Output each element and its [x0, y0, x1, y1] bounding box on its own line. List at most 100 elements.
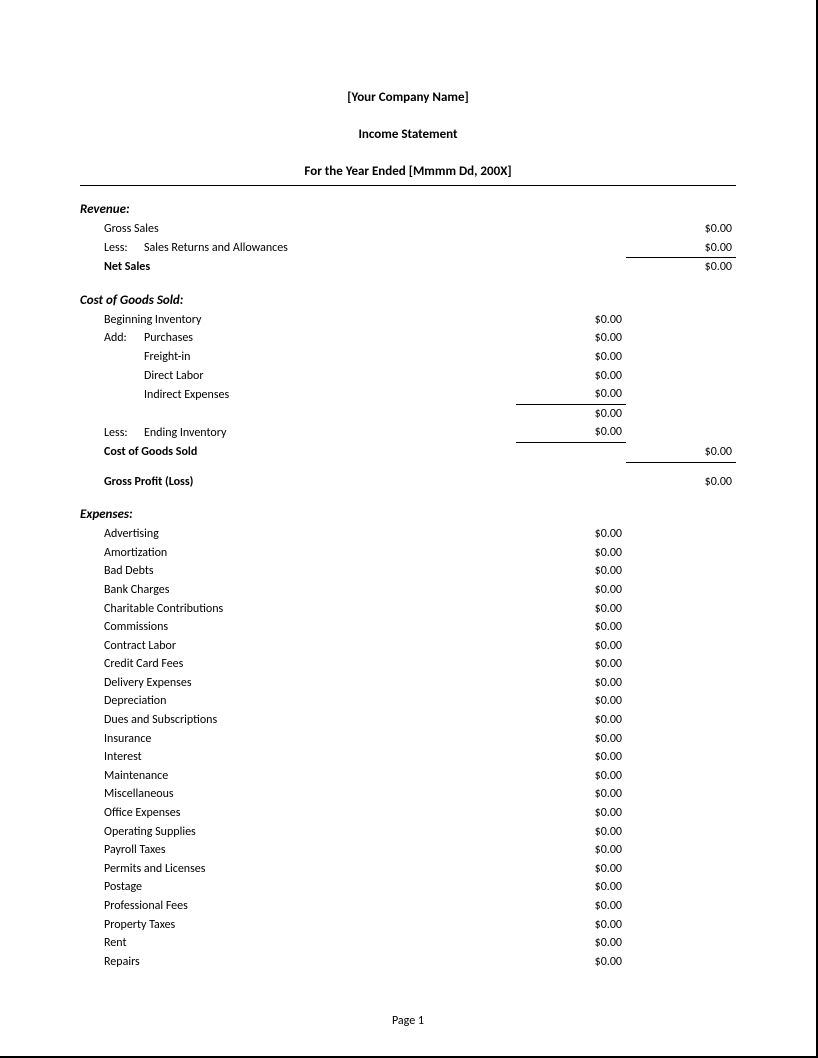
- expense-value: $0.00: [516, 600, 626, 619]
- gross-profit-value: $0.00: [626, 473, 736, 492]
- returns-value: $0.00: [626, 239, 736, 259]
- net-sales-value: $0.00: [626, 258, 736, 277]
- gross-sales-value: $0.00: [626, 220, 736, 239]
- row-gross-profit: Gross Profit (Loss) $0.00: [80, 473, 736, 492]
- gross-sales-label: Gross Sales: [104, 220, 516, 239]
- expense-row: Advertising$0.00: [80, 525, 736, 544]
- net-sales-label: Net Sales: [104, 258, 516, 277]
- expense-label: Professional Fees: [104, 897, 516, 916]
- section-title-cogs: Cost of Goods Sold:: [80, 293, 736, 308]
- expense-row: Depreciation$0.00: [80, 692, 736, 711]
- expense-label: Amortization: [104, 544, 516, 563]
- expense-row: Property Taxes$0.00: [80, 916, 736, 935]
- ending-inv-label: Ending Inventory: [144, 424, 516, 443]
- purchases-label: Purchases: [144, 329, 516, 348]
- page-footer: Page 1: [0, 1014, 816, 1028]
- row-net-sales: Net Sales $0.00: [80, 258, 736, 277]
- expense-row: Credit Card Fees$0.00: [80, 655, 736, 674]
- expense-row: Operating Supplies$0.00: [80, 823, 736, 842]
- expense-row: Commissions$0.00: [80, 618, 736, 637]
- expense-row: Repairs$0.00: [80, 953, 736, 972]
- direct-labor-label: Direct Labor: [144, 367, 516, 386]
- expense-value: $0.00: [516, 897, 626, 916]
- indirect-label: Indirect Expenses: [144, 386, 516, 405]
- expense-label: Interest: [104, 748, 516, 767]
- ending-inv-value: $0.00: [516, 423, 626, 443]
- expense-value: $0.00: [516, 916, 626, 935]
- gross-profit-label: Gross Profit (Loss): [104, 473, 516, 492]
- indirect-value: $0.00: [516, 385, 626, 405]
- expense-label: Depreciation: [104, 692, 516, 711]
- expense-value: $0.00: [516, 823, 626, 842]
- expense-value: $0.00: [516, 562, 626, 581]
- header: [Your Company Name] Income Statement For…: [80, 90, 736, 179]
- expense-row: Charitable Contributions$0.00: [80, 600, 736, 619]
- expense-value: $0.00: [516, 878, 626, 897]
- row-cost-of-goods-sold: Cost of Goods Sold $0.00: [80, 443, 736, 463]
- expense-label: Repairs: [104, 953, 516, 972]
- expense-label: Operating Supplies: [104, 823, 516, 842]
- less-prefix: Less:: [104, 239, 144, 258]
- expense-value: $0.00: [516, 804, 626, 823]
- freight-label: Freight-in: [144, 348, 516, 367]
- expense-label: Rent: [104, 934, 516, 953]
- expense-label: Contract Labor: [104, 637, 516, 656]
- expenses-list: Advertising$0.00Amortization$0.00Bad Deb…: [80, 525, 736, 971]
- expense-label: Commissions: [104, 618, 516, 637]
- company-name: [Your Company Name]: [80, 90, 736, 105]
- expense-row: Interest$0.00: [80, 748, 736, 767]
- expense-row: Permits and Licenses$0.00: [80, 860, 736, 879]
- document-title: Income Statement: [80, 127, 736, 142]
- expense-value: $0.00: [516, 674, 626, 693]
- expense-value: $0.00: [516, 692, 626, 711]
- expense-label: Delivery Expenses: [104, 674, 516, 693]
- expense-value: $0.00: [516, 841, 626, 860]
- expense-value: $0.00: [516, 544, 626, 563]
- expense-label: Bad Debts: [104, 562, 516, 581]
- expense-label: Miscellaneous: [104, 785, 516, 804]
- expense-value: $0.00: [516, 637, 626, 656]
- expense-label: Payroll Taxes: [104, 841, 516, 860]
- expense-row: Amortization$0.00: [80, 544, 736, 563]
- freight-value: $0.00: [516, 348, 626, 367]
- cogs-value: $0.00: [626, 443, 736, 463]
- expense-row: Bad Debts$0.00: [80, 562, 736, 581]
- expense-label: Charitable Contributions: [104, 600, 516, 619]
- expense-value: $0.00: [516, 525, 626, 544]
- expense-row: Delivery Expenses$0.00: [80, 674, 736, 693]
- returns-label: Sales Returns and Allowances: [144, 239, 516, 258]
- expense-label: Bank Charges: [104, 581, 516, 600]
- expense-value: $0.00: [516, 581, 626, 600]
- subtotal-value: $0.00: [516, 405, 626, 424]
- expense-row: Insurance$0.00: [80, 730, 736, 749]
- expense-value: $0.00: [516, 711, 626, 730]
- row-freight: Freight-in $0.00: [80, 348, 736, 367]
- expense-value: $0.00: [516, 785, 626, 804]
- expense-value: $0.00: [516, 730, 626, 749]
- row-sales-returns: Less: Sales Returns and Allowances $0.00: [80, 239, 736, 259]
- expense-label: Permits and Licenses: [104, 860, 516, 879]
- spacer: [80, 463, 736, 473]
- period-line: For the Year Ended [Mmmm Dd, 200X]: [80, 164, 736, 179]
- header-rule: [80, 185, 736, 186]
- expense-label: Advertising: [104, 525, 516, 544]
- expense-label: Maintenance: [104, 767, 516, 786]
- row-gross-sales: Gross Sales $0.00: [80, 220, 736, 239]
- expense-value: $0.00: [516, 748, 626, 767]
- expense-label: Office Expenses: [104, 804, 516, 823]
- row-indirect-expenses: Indirect Expenses $0.00: [80, 385, 736, 405]
- section-title-expenses: Expenses:: [80, 507, 736, 522]
- expense-label: Postage: [104, 878, 516, 897]
- expense-value: $0.00: [516, 860, 626, 879]
- expense-value: $0.00: [516, 655, 626, 674]
- row-direct-labor: Direct Labor $0.00: [80, 367, 736, 386]
- expense-value: $0.00: [516, 934, 626, 953]
- expense-row: Payroll Taxes$0.00: [80, 841, 736, 860]
- add-prefix: Add:: [104, 329, 144, 348]
- section-title-revenue: Revenue:: [80, 202, 736, 217]
- cogs-less-prefix: Less:: [104, 424, 144, 443]
- expense-value: $0.00: [516, 953, 626, 972]
- expense-row: Professional Fees$0.00: [80, 897, 736, 916]
- row-cogs-subtotal: $0.00: [80, 405, 736, 424]
- cogs-label: Cost of Goods Sold: [104, 443, 516, 462]
